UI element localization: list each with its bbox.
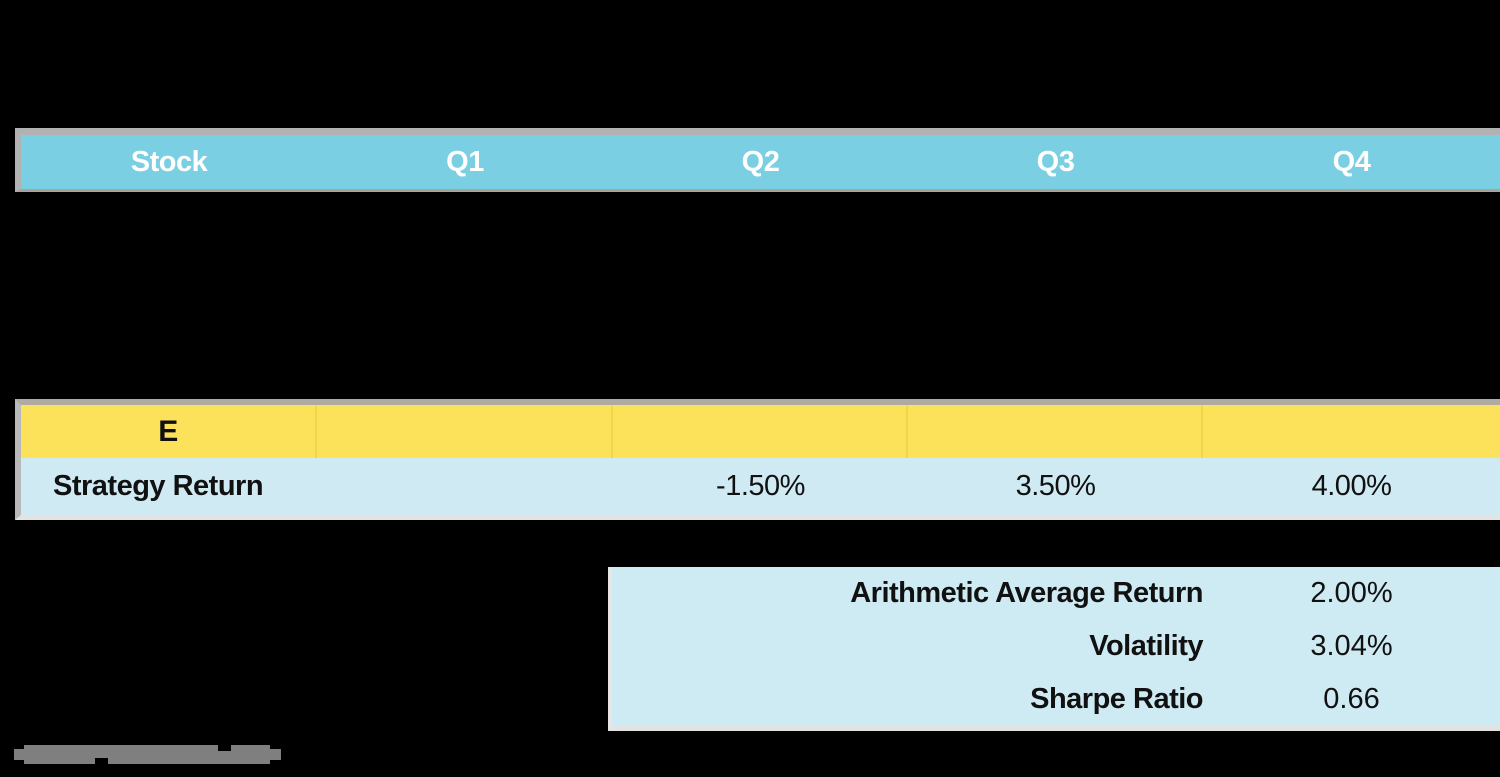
header-cell-q1: Q1: [446, 146, 484, 178]
average-return-value: 2.00%: [1310, 577, 1393, 609]
table-header-row: Stock Q1 Q2 Q3 Q4: [15, 128, 1500, 192]
header-cell-q3: Q3: [1036, 146, 1075, 178]
stock-empty-cell-q1: [317, 405, 613, 458]
average-return-label: Arithmetic Average Return: [850, 577, 1203, 609]
stock-empty-cell-q3: [908, 405, 1203, 458]
sharpe-ratio-value: 0.66: [1323, 683, 1380, 715]
header-cell-stock: Stock: [130, 146, 208, 178]
summary-row-volatility: Volatility 3.04%: [612, 620, 1500, 673]
redacted-watermark-right-stub: [270, 749, 281, 760]
volatility-label: Volatility: [1089, 630, 1203, 662]
stock-name-cell: E: [21, 405, 317, 458]
volatility-value: 3.04%: [1310, 630, 1393, 662]
summary-row-sharpe-ratio: Sharpe Ratio 0.66: [612, 673, 1500, 726]
redacted-watermark-notch-bottom: [95, 758, 108, 764]
redacted-watermark-bar: [24, 745, 270, 764]
strategy-return-q3: 3.50%: [1015, 470, 1096, 502]
sharpe-ratio-label: Sharpe Ratio: [1030, 683, 1203, 715]
redacted-watermark-notch-top: [218, 745, 231, 751]
stock-empty-cell-q2: [613, 405, 908, 458]
header-cell-q2: Q2: [741, 146, 780, 178]
stock-row: E: [21, 405, 1500, 458]
strategy-return-q1: [317, 458, 613, 515]
data-table: E Strategy Return -1.50% 3.50% 4.00%: [15, 399, 1500, 520]
header-cell-q4: Q4: [1332, 146, 1371, 178]
strategy-return-label: Strategy Return: [53, 470, 264, 502]
summary-stats-box: Arithmetic Average Return 2.00% Volatili…: [608, 567, 1500, 731]
strategy-return-q2: -1.50%: [716, 470, 805, 502]
stock-empty-cell-q4: [1203, 405, 1500, 458]
strategy-return-row: Strategy Return -1.50% 3.50% 4.00%: [21, 458, 1500, 515]
summary-row-average-return: Arithmetic Average Return 2.00%: [612, 567, 1500, 620]
strategy-return-q4: 4.00%: [1311, 470, 1392, 502]
redacted-watermark-left-stub: [14, 749, 24, 760]
